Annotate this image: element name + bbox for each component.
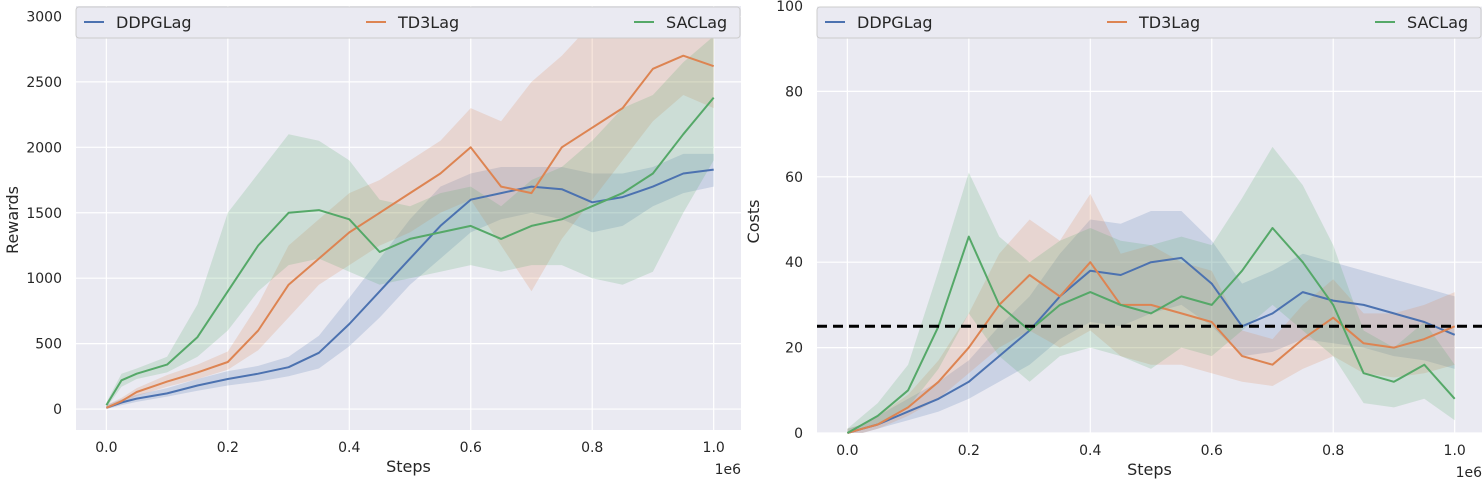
rewards-td3lag-line: [105, 54, 715, 409]
costs-y-tick-label: 80: [785, 84, 803, 100]
rewards-x-offset-label: 1e6: [715, 462, 742, 478]
costs-saclag-line: [846, 227, 1456, 434]
costs-y-axis-label: Costs: [744, 200, 763, 244]
costs-y-tick-label: 0: [794, 426, 803, 442]
costs-td3lag-line: [847, 261, 1456, 434]
costs-x-tick-label: 0.0: [836, 443, 858, 459]
costs-x-tick-label: 0.2: [958, 443, 980, 459]
rewards-legend-label-saclag: SACLag: [666, 13, 727, 32]
costs-saclag-band: [847, 146, 1455, 433]
rewards-y-tick-label: 500: [35, 337, 62, 353]
rewards-x-tick-label: 0.2: [217, 440, 239, 456]
rewards-legend-label-ddpglag: DDPGLag: [116, 13, 192, 32]
rewards-x-tick-label: 0.4: [338, 440, 360, 456]
rewards-x-tick-label: 0.8: [581, 440, 603, 456]
rewards-y-tick-label: 3000: [26, 9, 62, 25]
rewards-legend: DDPGLag TD3Lag SACLag: [75, 6, 741, 39]
rewards-legend-box: [75, 6, 741, 39]
costs-legend-label-ddpglag: DDPGLag: [857, 13, 933, 32]
rewards-legend-label-td3lag: TD3Lag: [397, 13, 459, 32]
costs-legend-box: [816, 6, 1482, 39]
rewards-td3lag-band: [106, 9, 714, 410]
rewards-y-axis-label: Rewards: [3, 186, 22, 254]
rewards-y-tick-label: 2000: [26, 140, 62, 156]
rewards-grid: [76, 6, 741, 430]
costs-x-axis-label: Steps: [1127, 460, 1172, 479]
costs-x-tick-label: 0.8: [1322, 443, 1344, 459]
costs-x-tick-label: 1.0: [1444, 443, 1466, 459]
costs-plot-area: [817, 6, 1482, 433]
rewards-x-tick-label: 0.0: [95, 440, 117, 456]
costs-x-offset-label: 1e6: [1456, 465, 1483, 481]
costs-y-tick-label: 100: [776, 0, 803, 15]
costs-legend: DDPGLag TD3Lag SACLag: [816, 6, 1482, 39]
rewards-plot-area: [76, 6, 741, 430]
rewards-saclag-band: [106, 36, 714, 408]
rewards-y-tick-label: 0: [53, 402, 62, 418]
costs-panel: 0.0 0.2 0.4 0.6 0.8 1.0 0 20 40 60 80 100 Steps Costs…: [744, 0, 1482, 481]
rewards-ddpglag-band: [106, 153, 714, 410]
costs-grid: [817, 5, 1482, 434]
rewards-x-tick-label: 0.6: [460, 440, 482, 456]
rewards-x-axis-label: Steps: [386, 457, 431, 476]
costs-y-tick-label: 60: [785, 170, 803, 186]
rewards-panel: 0.0 0.2 0.4 0.6 0.8 1.0 0 500 1000 1500 2000 2500 30…: [3, 6, 741, 478]
costs-x-tick-label: 0.4: [1079, 443, 1101, 459]
costs-ddpglag-line: [847, 256, 1456, 434]
costs-legend-label-td3lag: TD3Lag: [1138, 13, 1200, 32]
rewards-y-tick-label: 1500: [26, 206, 62, 222]
costs-ddpglag-band: [847, 211, 1455, 433]
rewards-x-tick-label: 1.0: [703, 440, 725, 456]
costs-y-tick-label: 40: [785, 255, 803, 271]
rewards-y-tick-label: 2500: [26, 75, 62, 91]
costs-legend-label-saclag: SACLag: [1407, 13, 1468, 32]
rewards-saclag-line: [105, 96, 715, 406]
costs-x-tick-label: 0.6: [1201, 443, 1223, 459]
rewards-y-tick-label: 1000: [26, 271, 62, 287]
costs-y-tick-label: 20: [785, 341, 803, 357]
